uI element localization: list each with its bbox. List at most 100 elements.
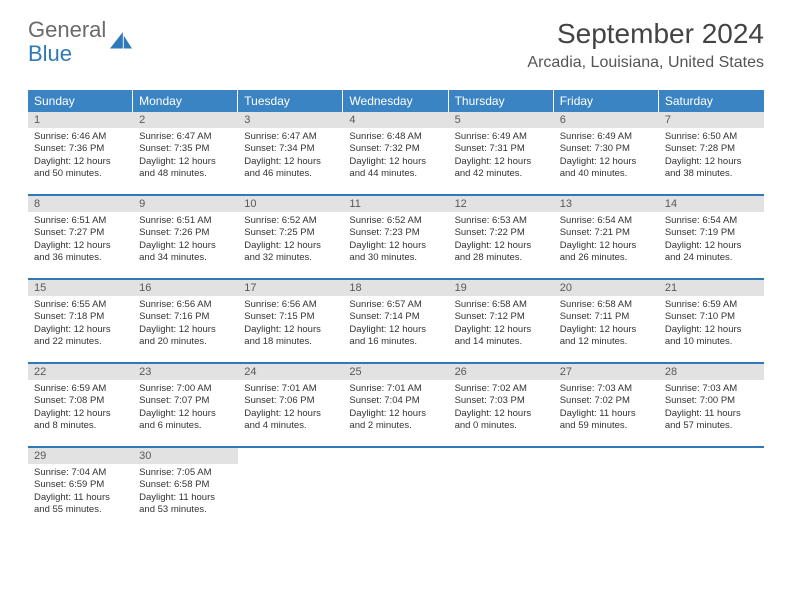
day-cell: 23Sunrise: 7:00 AMSunset: 7:07 PMDayligh… <box>133 364 238 446</box>
weekday-header: Monday <box>133 90 238 112</box>
day-body: Sunrise: 6:52 AMSunset: 7:23 PMDaylight:… <box>343 212 448 270</box>
day-line-d2: and 44 minutes. <box>349 168 442 180</box>
day-number: 8 <box>28 196 133 212</box>
day-line-sr: Sunrise: 6:59 AM <box>665 299 758 311</box>
day-number: 14 <box>659 196 764 212</box>
day-number: 29 <box>28 448 133 464</box>
day-line-sr: Sunrise: 6:50 AM <box>665 131 758 143</box>
day-cell <box>449 448 554 530</box>
day-line-d2: and 38 minutes. <box>665 168 758 180</box>
day-line-d1: Daylight: 12 hours <box>34 240 127 252</box>
day-cell: 4Sunrise: 6:48 AMSunset: 7:32 PMDaylight… <box>343 112 448 194</box>
day-line-d1: Daylight: 12 hours <box>455 324 548 336</box>
day-line-sr: Sunrise: 6:58 AM <box>560 299 653 311</box>
day-line-sr: Sunrise: 6:51 AM <box>34 215 127 227</box>
sail-icon <box>110 32 132 48</box>
day-number: 9 <box>133 196 238 212</box>
weekday-header: Wednesday <box>343 90 448 112</box>
day-cell: 20Sunrise: 6:58 AMSunset: 7:11 PMDayligh… <box>554 280 659 362</box>
day-line-ss: Sunset: 7:16 PM <box>139 311 232 323</box>
day-cell: 19Sunrise: 6:58 AMSunset: 7:12 PMDayligh… <box>449 280 554 362</box>
day-line-d2: and 24 minutes. <box>665 252 758 264</box>
day-number: 23 <box>133 364 238 380</box>
weekday-header: Sunday <box>28 90 133 112</box>
day-line-d1: Daylight: 12 hours <box>244 324 337 336</box>
day-body: Sunrise: 6:54 AMSunset: 7:19 PMDaylight:… <box>659 212 764 270</box>
day-cell <box>343 448 448 530</box>
day-line-d1: Daylight: 12 hours <box>34 156 127 168</box>
day-line-sr: Sunrise: 6:52 AM <box>244 215 337 227</box>
day-line-d1: Daylight: 12 hours <box>349 156 442 168</box>
day-line-ss: Sunset: 7:18 PM <box>34 311 127 323</box>
day-body: Sunrise: 6:50 AMSunset: 7:28 PMDaylight:… <box>659 128 764 186</box>
weekday-header: Thursday <box>449 90 554 112</box>
day-line-d2: and 48 minutes. <box>139 168 232 180</box>
day-cell: 3Sunrise: 6:47 AMSunset: 7:34 PMDaylight… <box>238 112 343 194</box>
day-line-d1: Daylight: 11 hours <box>139 492 232 504</box>
day-cell: 11Sunrise: 6:52 AMSunset: 7:23 PMDayligh… <box>343 196 448 278</box>
day-line-d2: and 46 minutes. <box>244 168 337 180</box>
day-cell: 16Sunrise: 6:56 AMSunset: 7:16 PMDayligh… <box>133 280 238 362</box>
day-line-ss: Sunset: 7:07 PM <box>139 395 232 407</box>
day-body: Sunrise: 6:48 AMSunset: 7:32 PMDaylight:… <box>343 128 448 186</box>
day-number: 22 <box>28 364 133 380</box>
day-line-d2: and 12 minutes. <box>560 336 653 348</box>
day-line-ss: Sunset: 7:15 PM <box>244 311 337 323</box>
day-body: Sunrise: 6:54 AMSunset: 7:21 PMDaylight:… <box>554 212 659 270</box>
day-number: 25 <box>343 364 448 380</box>
day-number: 2 <box>133 112 238 128</box>
day-line-ss: Sunset: 7:08 PM <box>34 395 127 407</box>
day-number: 4 <box>343 112 448 128</box>
day-line-sr: Sunrise: 6:46 AM <box>34 131 127 143</box>
day-body: Sunrise: 7:04 AMSunset: 6:59 PMDaylight:… <box>28 464 133 522</box>
location: Arcadia, Louisiana, United States <box>527 54 764 72</box>
day-body: Sunrise: 6:53 AMSunset: 7:22 PMDaylight:… <box>449 212 554 270</box>
day-line-d1: Daylight: 12 hours <box>455 408 548 420</box>
day-body: Sunrise: 7:01 AMSunset: 7:06 PMDaylight:… <box>238 380 343 438</box>
day-number: 3 <box>238 112 343 128</box>
day-number: 16 <box>133 280 238 296</box>
day-line-sr: Sunrise: 6:47 AM <box>244 131 337 143</box>
day-line-d1: Daylight: 12 hours <box>34 408 127 420</box>
day-line-ss: Sunset: 7:04 PM <box>349 395 442 407</box>
day-cell <box>554 448 659 530</box>
week-row: 29Sunrise: 7:04 AMSunset: 6:59 PMDayligh… <box>28 448 764 530</box>
day-body: Sunrise: 6:49 AMSunset: 7:31 PMDaylight:… <box>449 128 554 186</box>
day-number: 13 <box>554 196 659 212</box>
day-body: Sunrise: 6:52 AMSunset: 7:25 PMDaylight:… <box>238 212 343 270</box>
day-cell: 29Sunrise: 7:04 AMSunset: 6:59 PMDayligh… <box>28 448 133 530</box>
day-cell: 8Sunrise: 6:51 AMSunset: 7:27 PMDaylight… <box>28 196 133 278</box>
day-line-sr: Sunrise: 7:00 AM <box>139 383 232 395</box>
day-line-d2: and 10 minutes. <box>665 336 758 348</box>
day-line-sr: Sunrise: 6:47 AM <box>139 131 232 143</box>
day-cell: 10Sunrise: 6:52 AMSunset: 7:25 PMDayligh… <box>238 196 343 278</box>
day-line-d1: Daylight: 12 hours <box>244 408 337 420</box>
day-number: 17 <box>238 280 343 296</box>
week-row: 8Sunrise: 6:51 AMSunset: 7:27 PMDaylight… <box>28 196 764 280</box>
day-line-d2: and 18 minutes. <box>244 336 337 348</box>
day-number: 28 <box>659 364 764 380</box>
day-line-sr: Sunrise: 6:54 AM <box>665 215 758 227</box>
header: General Blue September 2024 Arcadia, Lou… <box>0 0 792 80</box>
day-cell: 7Sunrise: 6:50 AMSunset: 7:28 PMDaylight… <box>659 112 764 194</box>
day-number: 30 <box>133 448 238 464</box>
day-cell: 22Sunrise: 6:59 AMSunset: 7:08 PMDayligh… <box>28 364 133 446</box>
day-body: Sunrise: 6:49 AMSunset: 7:30 PMDaylight:… <box>554 128 659 186</box>
day-line-sr: Sunrise: 6:51 AM <box>139 215 232 227</box>
day-cell: 27Sunrise: 7:03 AMSunset: 7:02 PMDayligh… <box>554 364 659 446</box>
day-line-d1: Daylight: 12 hours <box>349 240 442 252</box>
week-row: 1Sunrise: 6:46 AMSunset: 7:36 PMDaylight… <box>28 112 764 196</box>
weekday-header: Friday <box>554 90 659 112</box>
day-line-sr: Sunrise: 7:05 AM <box>139 467 232 479</box>
day-cell: 13Sunrise: 6:54 AMSunset: 7:21 PMDayligh… <box>554 196 659 278</box>
day-body: Sunrise: 6:56 AMSunset: 7:15 PMDaylight:… <box>238 296 343 354</box>
day-cell: 21Sunrise: 6:59 AMSunset: 7:10 PMDayligh… <box>659 280 764 362</box>
day-line-d1: Daylight: 12 hours <box>349 324 442 336</box>
day-line-ss: Sunset: 6:58 PM <box>139 479 232 491</box>
day-number: 21 <box>659 280 764 296</box>
day-line-sr: Sunrise: 6:53 AM <box>455 215 548 227</box>
day-body: Sunrise: 7:02 AMSunset: 7:03 PMDaylight:… <box>449 380 554 438</box>
day-cell: 26Sunrise: 7:02 AMSunset: 7:03 PMDayligh… <box>449 364 554 446</box>
day-body: Sunrise: 6:58 AMSunset: 7:11 PMDaylight:… <box>554 296 659 354</box>
day-line-ss: Sunset: 6:59 PM <box>34 479 127 491</box>
